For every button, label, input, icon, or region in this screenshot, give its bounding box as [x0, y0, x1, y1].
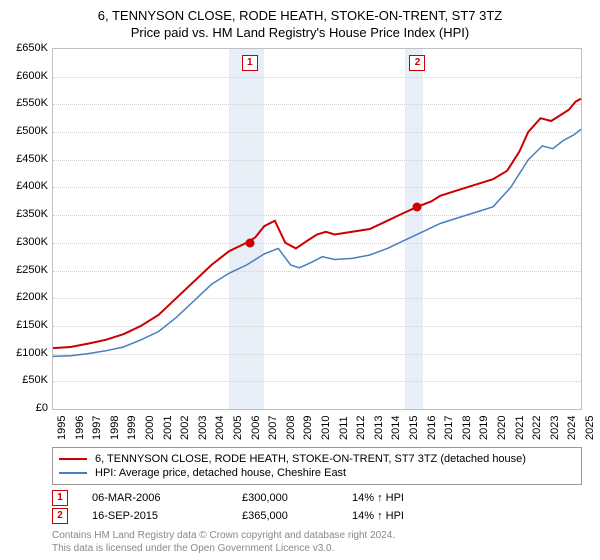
event-date: 16-SEP-2015	[92, 510, 242, 522]
event-row: 1 06-MAR-2006 £300,000 14% ↑ HPI	[52, 489, 582, 507]
x-tick-label: 2007	[267, 416, 279, 440]
title-line1: 6, TENNYSON CLOSE, RODE HEATH, STOKE-ON-…	[0, 8, 600, 25]
x-tick-label: 2013	[373, 416, 385, 440]
legend-swatch	[59, 458, 87, 460]
x-tick-label: 2010	[320, 416, 332, 440]
events-table: 1 06-MAR-2006 £300,000 14% ↑ HPI 2 16-SE…	[52, 489, 582, 525]
chart-container: 6, TENNYSON CLOSE, RODE HEATH, STOKE-ON-…	[0, 0, 600, 560]
x-tick-label: 2025	[584, 416, 596, 440]
event-date: 06-MAR-2006	[92, 492, 242, 504]
x-tick-label: 2014	[390, 416, 402, 440]
attribution-line1: Contains HM Land Registry data © Crown c…	[52, 530, 582, 543]
event-pct: 14% ↑ HPI	[352, 492, 472, 504]
y-tick-label: £600K	[4, 70, 48, 82]
attribution-line2: This data is licensed under the Open Gov…	[52, 543, 582, 556]
event-pct: 14% ↑ HPI	[352, 510, 472, 522]
x-tick-label: 2020	[496, 416, 508, 440]
series-price_paid	[53, 99, 581, 348]
x-tick-label: 2001	[162, 416, 174, 440]
legend-swatch	[59, 472, 87, 474]
chart-plot-area: 12	[52, 48, 582, 410]
chart-marker-box: 1	[242, 55, 258, 71]
x-tick-label: 2006	[250, 416, 262, 440]
chart-marker-box: 2	[409, 55, 425, 71]
title-block: 6, TENNYSON CLOSE, RODE HEATH, STOKE-ON-…	[0, 0, 600, 42]
x-tick-label: 2008	[285, 416, 297, 440]
event-marker-box: 1	[52, 490, 68, 506]
y-tick-label: £450K	[4, 153, 48, 165]
x-tick-label: 2012	[355, 416, 367, 440]
x-tick-label: 2000	[144, 416, 156, 440]
x-tick-label: 2005	[232, 416, 244, 440]
y-tick-label: £350K	[4, 208, 48, 220]
y-tick-label: £100K	[4, 347, 48, 359]
y-tick-label: £550K	[4, 97, 48, 109]
x-tick-label: 2019	[478, 416, 490, 440]
y-tick-label: £150K	[4, 319, 48, 331]
chart-marker-dot	[413, 202, 422, 211]
x-tick-label: 2017	[443, 416, 455, 440]
event-price: £300,000	[242, 492, 352, 504]
legend-label: 6, TENNYSON CLOSE, RODE HEATH, STOKE-ON-…	[95, 453, 526, 465]
x-tick-label: 2021	[514, 416, 526, 440]
chart-svg	[53, 49, 581, 409]
event-marker-box: 2	[52, 508, 68, 524]
x-tick-label: 2018	[461, 416, 473, 440]
chart-marker-dot	[245, 238, 254, 247]
y-tick-label: £400K	[4, 180, 48, 192]
x-tick-label: 2004	[214, 416, 226, 440]
x-tick-label: 1997	[91, 416, 103, 440]
x-tick-label: 1995	[56, 416, 68, 440]
x-tick-label: 2024	[566, 416, 578, 440]
legend-box: 6, TENNYSON CLOSE, RODE HEATH, STOKE-ON-…	[52, 447, 582, 485]
legend-row: HPI: Average price, detached house, Ches…	[59, 466, 575, 480]
attribution: Contains HM Land Registry data © Crown c…	[52, 530, 582, 555]
y-tick-label: £650K	[4, 42, 48, 54]
x-tick-label: 2011	[338, 416, 350, 440]
y-tick-label: £300K	[4, 236, 48, 248]
y-tick-label: £50K	[4, 374, 48, 386]
legend-label: HPI: Average price, detached house, Ches…	[95, 467, 346, 479]
series-hpi	[53, 129, 581, 356]
x-tick-label: 2003	[197, 416, 209, 440]
title-line2: Price paid vs. HM Land Registry's House …	[0, 25, 600, 42]
x-tick-label: 2023	[549, 416, 561, 440]
y-tick-label: £200K	[4, 291, 48, 303]
x-tick-label: 2002	[179, 416, 191, 440]
event-price: £365,000	[242, 510, 352, 522]
y-tick-label: £250K	[4, 264, 48, 276]
x-tick-label: 2009	[302, 416, 314, 440]
x-tick-label: 2022	[531, 416, 543, 440]
y-tick-label: £0	[4, 402, 48, 414]
x-tick-label: 1996	[74, 416, 86, 440]
x-tick-label: 1999	[126, 416, 138, 440]
y-tick-label: £500K	[4, 125, 48, 137]
legend-row: 6, TENNYSON CLOSE, RODE HEATH, STOKE-ON-…	[59, 452, 575, 466]
event-row: 2 16-SEP-2015 £365,000 14% ↑ HPI	[52, 507, 582, 525]
x-tick-label: 1998	[109, 416, 121, 440]
x-tick-label: 2015	[408, 416, 420, 440]
x-tick-label: 2016	[426, 416, 438, 440]
